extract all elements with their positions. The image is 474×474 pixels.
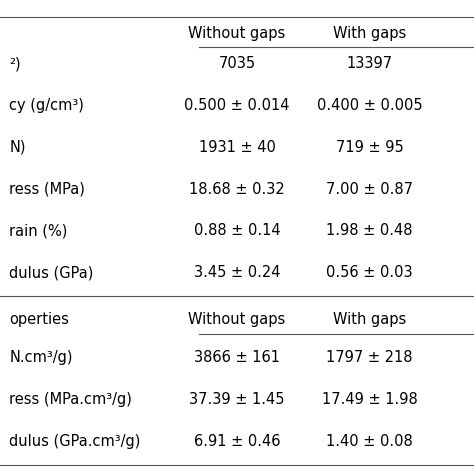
- Text: 6.91 ± 0.46: 6.91 ± 0.46: [194, 434, 280, 449]
- Text: ress (MPa): ress (MPa): [9, 182, 85, 197]
- Text: 0.56 ± 0.03: 0.56 ± 0.03: [327, 265, 413, 280]
- Text: 0.88 ± 0.14: 0.88 ± 0.14: [194, 223, 280, 238]
- Text: 18.68 ± 0.32: 18.68 ± 0.32: [189, 182, 285, 197]
- Text: 1931 ± 40: 1931 ± 40: [199, 140, 275, 155]
- Text: 13397: 13397: [346, 56, 393, 72]
- Text: Without gaps: Without gaps: [188, 311, 286, 327]
- Text: 17.49 ± 1.98: 17.49 ± 1.98: [322, 392, 418, 407]
- Text: rain (%): rain (%): [9, 223, 68, 238]
- Text: ²): ²): [9, 56, 21, 72]
- Text: 37.39 ± 1.45: 37.39 ± 1.45: [189, 392, 285, 407]
- Text: 0.400 ± 0.005: 0.400 ± 0.005: [317, 98, 422, 113]
- Text: Without gaps: Without gaps: [188, 26, 286, 41]
- Text: With gaps: With gaps: [333, 311, 406, 327]
- Text: 7035: 7035: [219, 56, 255, 72]
- Text: 7.00 ± 0.87: 7.00 ± 0.87: [326, 182, 413, 197]
- Text: dulus (GPa.cm³/g): dulus (GPa.cm³/g): [9, 434, 141, 449]
- Text: 1.98 ± 0.48: 1.98 ± 0.48: [327, 223, 413, 238]
- Text: 1.40 ± 0.08: 1.40 ± 0.08: [326, 434, 413, 449]
- Text: N): N): [9, 140, 26, 155]
- Text: cy (g/cm³): cy (g/cm³): [9, 98, 84, 113]
- Text: N.cm³/g): N.cm³/g): [9, 350, 73, 365]
- Text: With gaps: With gaps: [333, 26, 406, 41]
- Text: 1797 ± 218: 1797 ± 218: [327, 350, 413, 365]
- Text: ress (MPa.cm³/g): ress (MPa.cm³/g): [9, 392, 132, 407]
- Text: dulus (GPa): dulus (GPa): [9, 265, 94, 280]
- Text: 719 ± 95: 719 ± 95: [336, 140, 403, 155]
- Text: operties: operties: [9, 311, 69, 327]
- Text: 3.45 ± 0.24: 3.45 ± 0.24: [194, 265, 280, 280]
- Text: 3866 ± 161: 3866 ± 161: [194, 350, 280, 365]
- Text: 0.500 ± 0.014: 0.500 ± 0.014: [184, 98, 290, 113]
